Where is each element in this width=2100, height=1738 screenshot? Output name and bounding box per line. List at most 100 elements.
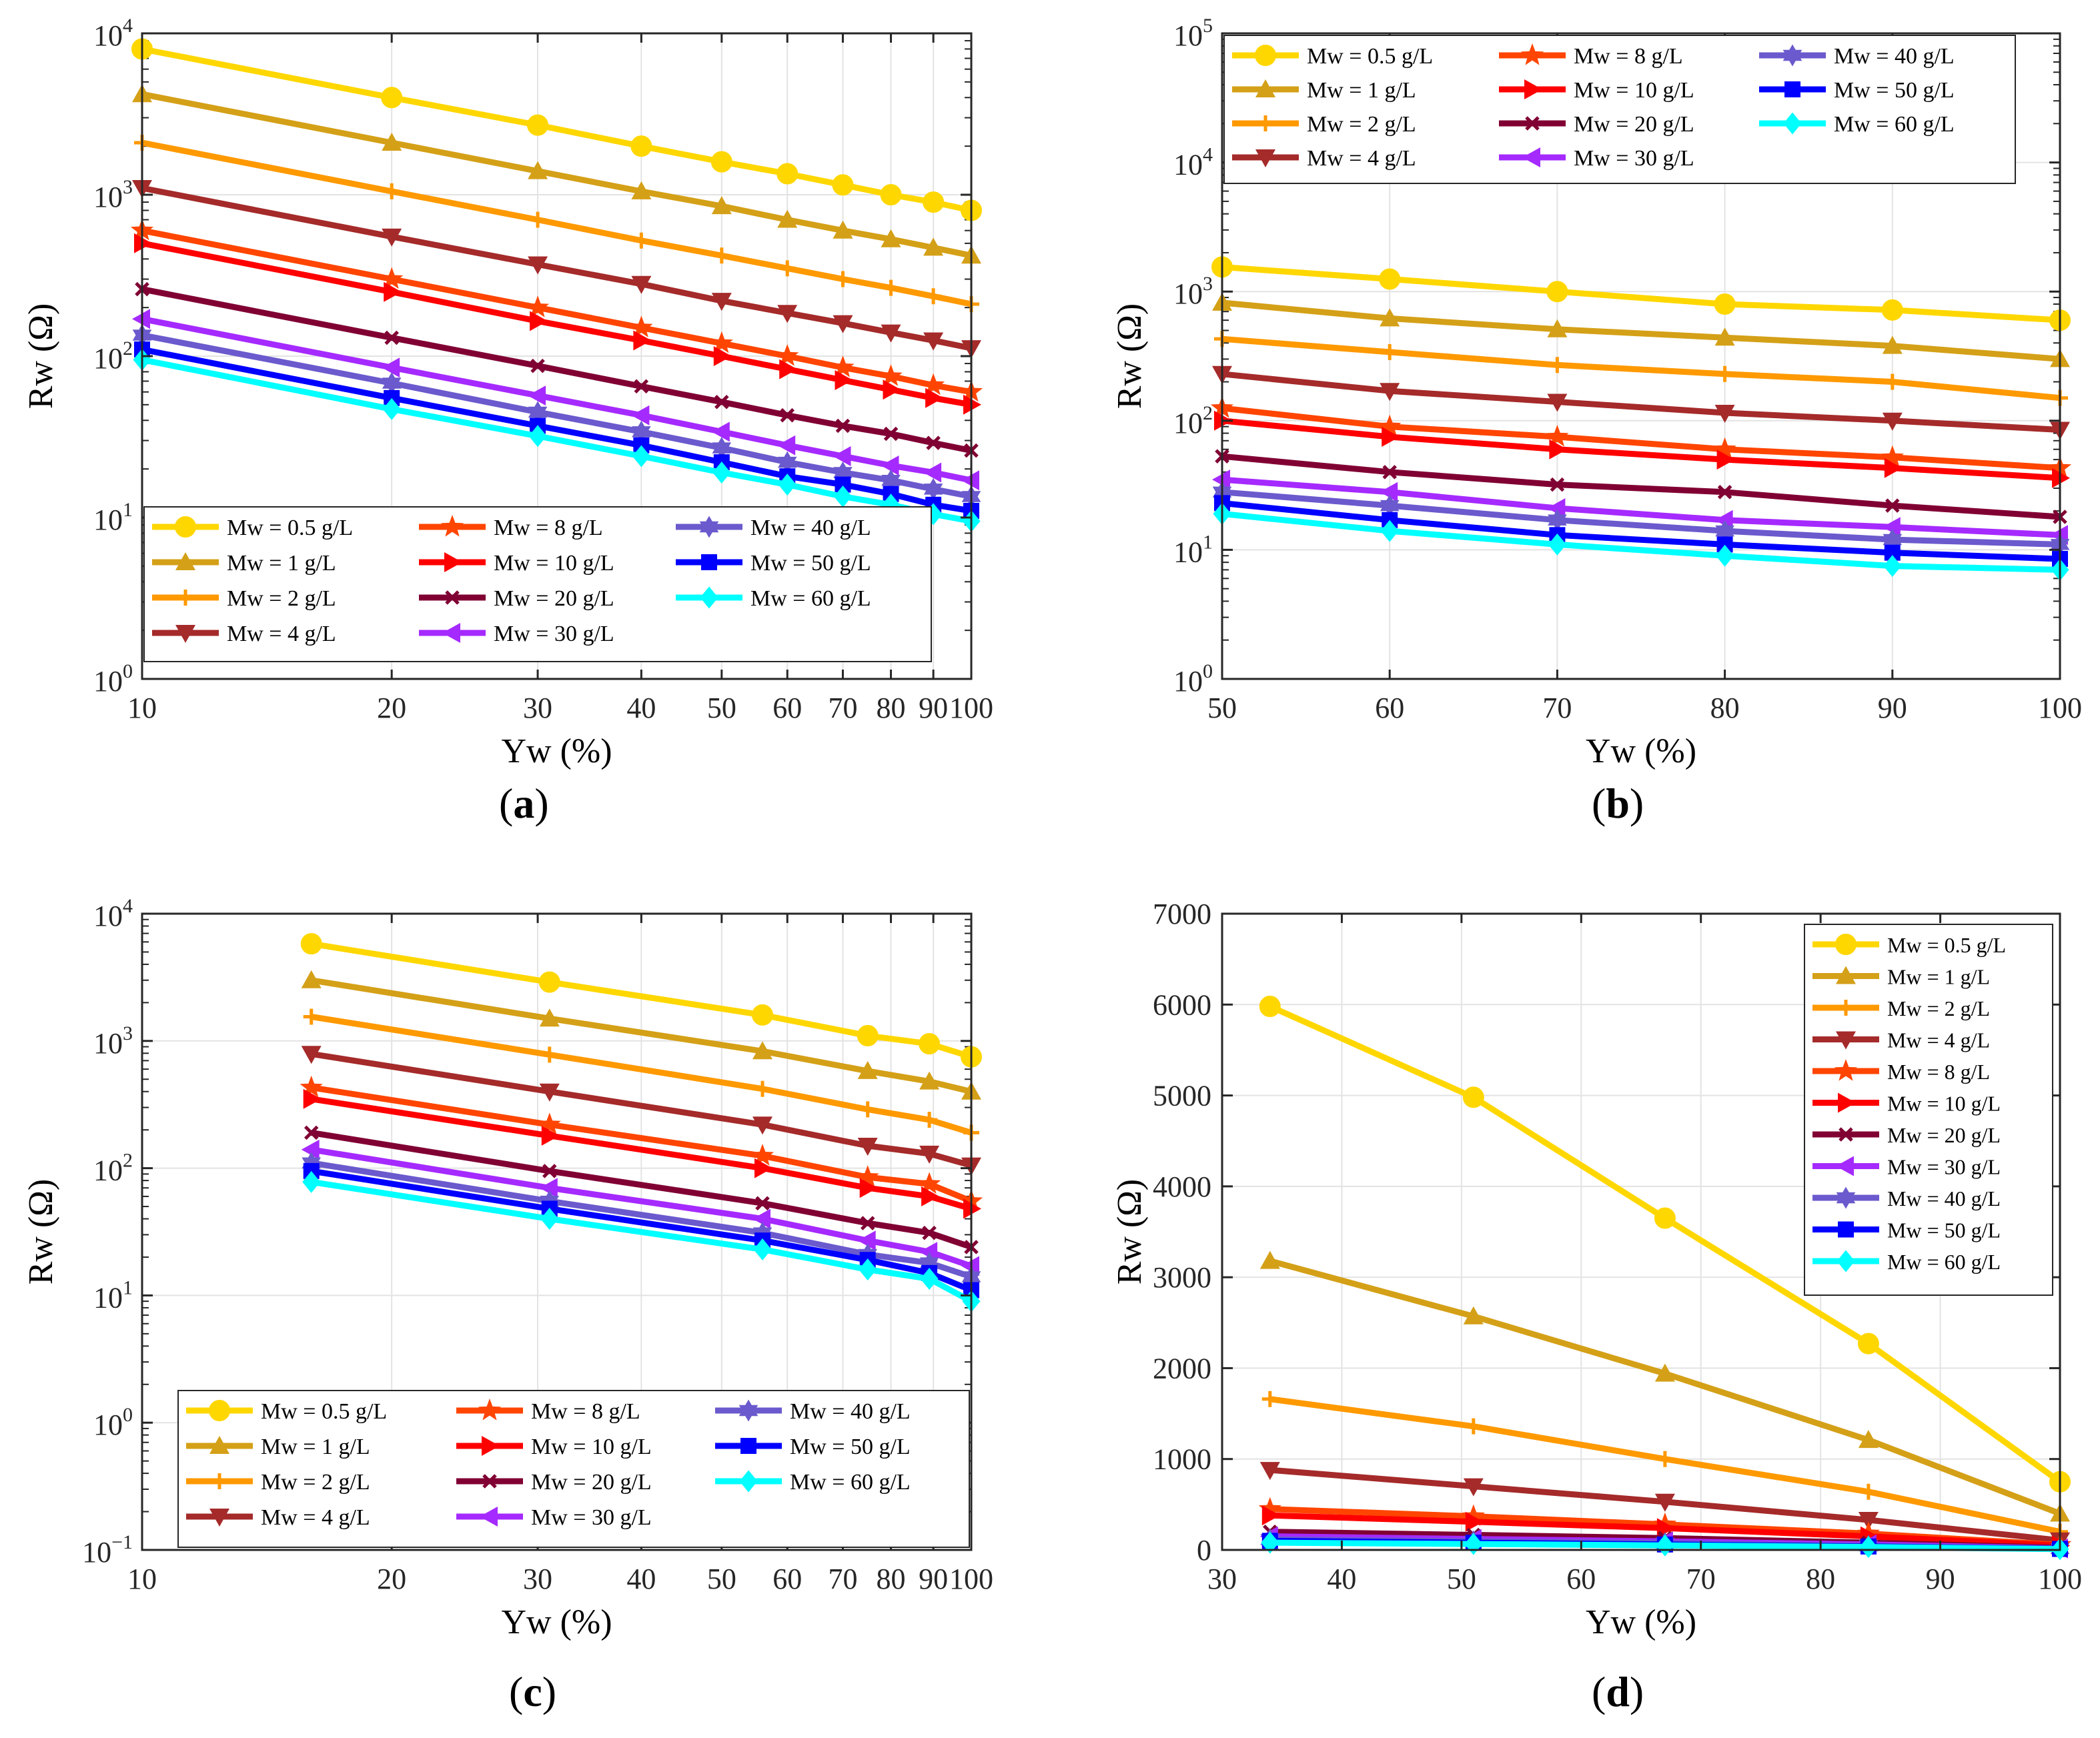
x-tick-label: 80: [877, 692, 906, 724]
data-point-a-10-1: [382, 397, 401, 420]
legend-marker: [209, 1436, 229, 1454]
legend-item-d-10: Mw = 60 g/L: [1812, 1250, 2001, 1274]
legend-marker: [1255, 45, 1276, 66]
data-point-a-5-7: [883, 379, 901, 400]
data-point-c-7-3: [857, 1230, 876, 1251]
caption-a-letter: a: [513, 780, 535, 827]
data-point-b-7-2: [1547, 498, 1566, 518]
data-point-c-3-1: [539, 1083, 560, 1102]
series-line-c-3: [310, 1050, 973, 1168]
legend-label: Mw = 20 g/L: [1574, 112, 1694, 137]
legend-marker: [1255, 149, 1275, 167]
data-point-b-3-3: [1714, 405, 1735, 423]
y-tick-label: 10−1: [82, 1531, 133, 1569]
data-point-a-7-1: [382, 357, 400, 378]
y-tick-label: 0: [1197, 1534, 1211, 1567]
axes-box-d: [1221, 912, 2061, 1551]
data-point-a-5-5: [779, 359, 798, 379]
legend-label: Mw = 30 g/L: [1574, 146, 1694, 171]
legend-marker: [1524, 79, 1542, 99]
legend-item-c-2: Mw = 2 g/L: [186, 1470, 370, 1495]
legend-item-b-7: Mw = 30 g/L: [1499, 146, 1694, 171]
data-point-b-10-4: [1883, 555, 1902, 578]
data-point-a-2-3: [633, 232, 650, 249]
data-point-a-1-3: [631, 181, 652, 199]
data-point-a-4-7: [879, 364, 903, 386]
caption-d: (d): [1592, 1668, 1644, 1715]
data-point-a-6-1: [384, 330, 399, 345]
legend-label: Mw = 20 g/L: [494, 586, 614, 611]
x-tick-label: 100: [949, 1563, 993, 1595]
data-point-d-2-1: [1465, 1418, 1482, 1435]
series-line-c-5: [311, 1096, 973, 1212]
series-line-a-3: [141, 185, 972, 351]
legend-marker: [175, 516, 196, 538]
data-point-a-8-6: [833, 462, 853, 484]
y-tick-label: 4000: [1153, 1170, 1211, 1203]
data-point-c-2-4: [921, 1112, 938, 1128]
x-tick-label: 70: [1686, 1563, 1716, 1595]
series-line-a-2: [141, 139, 972, 307]
legend-marker: [442, 623, 460, 643]
data-point-c-4-3: [856, 1165, 879, 1187]
legend-item-a-3: Mw = 4 g/L: [152, 622, 336, 646]
data-point-c-7-4: [919, 1242, 938, 1262]
data-point-a-1-1: [382, 133, 402, 151]
legend-box: [143, 506, 932, 662]
x-tick-label: 90: [1926, 1563, 1955, 1595]
legend-item-b-0: Mw = 0.5 g/L: [1232, 44, 1433, 69]
legend-marker: [1782, 44, 1802, 67]
x-tick-label: 90: [1878, 692, 1907, 724]
legend-label: Mw = 30 g/L: [1887, 1155, 2001, 1179]
data-point-c-0-1: [538, 971, 560, 993]
y-tick-label: 1000: [1153, 1443, 1211, 1476]
legend-c: Mw = 0.5 g/L Mw = 1 g/L Mw = 2 g/L Mw = 4 g…: [177, 1390, 970, 1548]
legend-item-d-5: Mw = 10 g/L: [1812, 1092, 2001, 1116]
data-point-c-2-2: [754, 1080, 770, 1097]
data-point-a-2-1: [384, 183, 400, 199]
data-point-b-0-2: [1546, 281, 1568, 303]
y-axis-label-a: Rw (Ω): [22, 303, 60, 409]
legend-marker: [1838, 1221, 1854, 1238]
legend-label: Mw = 0.5 g/L: [261, 1399, 387, 1424]
data-point-c-0-2: [751, 1004, 773, 1026]
data-point-a-4-1: [380, 267, 404, 289]
data-point-a-0-1: [381, 87, 403, 109]
legend-label: Mw = 2 g/L: [1887, 996, 1990, 1020]
series-line-a-9: [141, 346, 972, 514]
data-point-a-4-2: [526, 295, 550, 317]
y-axis-label-d: Rw (Ω): [1111, 1179, 1149, 1285]
chart-panel-c: 10 20 30 40 50 60 70 80 90 10010−1100101102103104…: [22, 895, 993, 1641]
data-point-a-5-8: [925, 387, 944, 408]
legend-marker: [739, 1470, 758, 1493]
data-point-b-6-1: [1382, 465, 1397, 480]
legend-item-b-9: Mw = 50 g/L: [1759, 78, 1955, 103]
legend-label: Mw = 50 g/L: [750, 551, 871, 576]
legend-item-c-0: Mw = 0.5 g/L: [186, 1399, 387, 1424]
data-point-b-1-3: [1714, 327, 1735, 346]
data-point-d-5-0: [1261, 1505, 1280, 1526]
x-tick-label: 30: [523, 692, 552, 724]
x-axis-label-d: Yw (%): [1586, 1603, 1696, 1641]
data-point-a-7-6: [833, 446, 851, 466]
data-point-c-5-3: [859, 1178, 878, 1198]
data-point-c-3-0: [301, 1046, 322, 1064]
y-axis-label-b: Rw (Ω): [1111, 303, 1149, 409]
data-point-c-0-0: [300, 933, 322, 955]
data-point-c-5-4: [921, 1186, 940, 1206]
legend-marker: [1838, 1092, 1856, 1113]
data-point-c-1-3: [857, 1060, 878, 1079]
x-tick-label: 10: [127, 692, 157, 724]
legend-marker: [1838, 1000, 1854, 1016]
series-line-a-7: [141, 315, 972, 484]
data-point-a-3-6: [833, 315, 853, 333]
data-point-c-4-4: [918, 1172, 941, 1194]
data-point-a-3-1: [382, 228, 402, 247]
data-point-c-7-1: [539, 1178, 558, 1198]
legend-marker: [482, 1474, 497, 1489]
legend-marker: [1525, 116, 1540, 131]
y-tick-label: 100: [93, 660, 133, 698]
legend-marker: [440, 515, 464, 537]
data-point-a-10-3: [632, 445, 650, 468]
legend-label: Mw = 10 g/L: [1887, 1092, 2001, 1116]
